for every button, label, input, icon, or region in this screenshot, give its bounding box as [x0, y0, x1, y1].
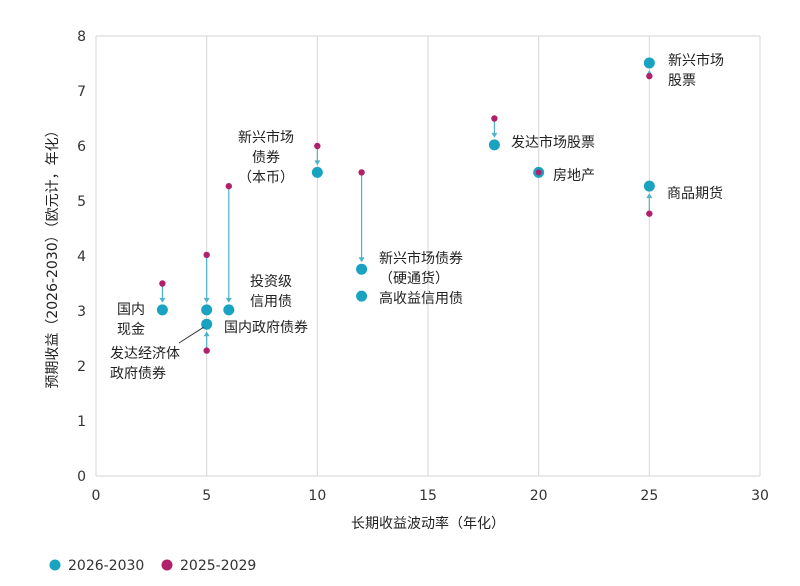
label-commodities: 商品期货	[667, 185, 723, 202]
x-tick-label: 25	[640, 488, 658, 504]
x-tick-label: 15	[419, 488, 437, 504]
label-dm-equity: 发达市场股票	[511, 134, 595, 151]
label-high-yield: 高收益信用债	[379, 290, 463, 307]
point-2025-em-equity	[646, 72, 653, 80]
point-2026-em-hard	[356, 263, 368, 275]
point-2026-domestic-govt	[201, 304, 213, 316]
label-em-equity: 新兴市场股票	[668, 52, 724, 89]
leader-line-dm-govt	[178, 326, 204, 344]
point-2026-cash	[156, 304, 168, 316]
point-2026-commodities	[643, 180, 655, 192]
x-tick-label: 30	[751, 488, 769, 504]
points-2026-2030	[156, 57, 655, 330]
arrow-head-dm-govt	[203, 331, 210, 337]
point-2026-em-local	[311, 166, 323, 178]
point-2025-overlay-real-estate	[535, 169, 542, 176]
label-em-local: 新兴市场债券（本币）	[238, 129, 294, 186]
point-2025-dm-equity	[491, 115, 498, 122]
grid	[95, 35, 761, 477]
label-ig-credit: 投资级信用债	[250, 274, 292, 310]
label-dm-govt: 发达经济体政府债券	[110, 346, 180, 382]
point-2025-ig-credit	[225, 182, 232, 190]
legend: 2026-2030 2025-2029	[49, 558, 256, 574]
legend-label-2026-2030: 2026-2030	[68, 558, 144, 574]
y-tick-label: 3	[77, 304, 86, 320]
point-2026-dm-govt	[201, 318, 213, 330]
x-tick-label: 10	[308, 488, 326, 504]
point-2026-dm-equity	[488, 139, 500, 151]
y-axis-label: 预期收益（2026-2030）（欧元计，年化）	[45, 123, 61, 388]
legend-label-2025-2029: 2025-2029	[180, 558, 256, 574]
label-real-estate: 房地产	[553, 168, 595, 184]
y-tick-label: 7	[77, 84, 86, 100]
point-2025-commodities	[646, 210, 653, 217]
y-tick-label: 1	[77, 414, 86, 430]
y-tick-label: 2	[77, 359, 86, 375]
point-2025-dm-govt	[203, 347, 210, 354]
arrow-head-em-local	[314, 160, 321, 166]
x-axis-label: 长期收益波动率（年化）	[351, 515, 505, 532]
arrow-head-domestic-govt	[203, 297, 210, 303]
x-tick-label: 5	[202, 488, 211, 504]
point-2025-cash	[159, 280, 166, 287]
y-tick-label: 5	[77, 194, 86, 210]
point-2026-high-yield	[356, 290, 368, 302]
y-tick-label: 0	[77, 469, 86, 485]
point-2025-em-hard	[358, 169, 365, 176]
point-2025-em-local	[314, 142, 321, 150]
x-tick-label: 0	[92, 488, 101, 504]
label-em-hard: 新兴市场债券（硬通货）	[379, 250, 463, 287]
ticks: 0 5 10 15 20 25 30 0 1 2 3 4 5 6 7 8	[77, 29, 769, 504]
arrow-head-em-hard	[358, 257, 365, 263]
point-2026-ig-credit	[223, 304, 235, 316]
y-tick-label: 4	[77, 249, 86, 265]
label-domestic-govt: 国内政府债券	[224, 320, 308, 336]
arrow-head-cash	[159, 297, 166, 303]
arrow-head-ig-credit	[225, 297, 232, 303]
shift-arrows	[159, 69, 653, 348]
arrow-head-commodities	[646, 193, 653, 199]
point-2025-domestic-govt	[203, 251, 210, 259]
y-tick-label: 6	[77, 139, 86, 155]
x-tick-label: 20	[530, 488, 548, 504]
legend-marker-2026-2030	[49, 559, 61, 571]
point-2026-em-equity	[643, 57, 655, 69]
arrow-head-dm-equity	[491, 132, 498, 138]
y-tick-label: 8	[77, 29, 86, 45]
legend-marker-2025-2029	[161, 559, 173, 571]
label-cash: 国内现金	[117, 302, 145, 338]
